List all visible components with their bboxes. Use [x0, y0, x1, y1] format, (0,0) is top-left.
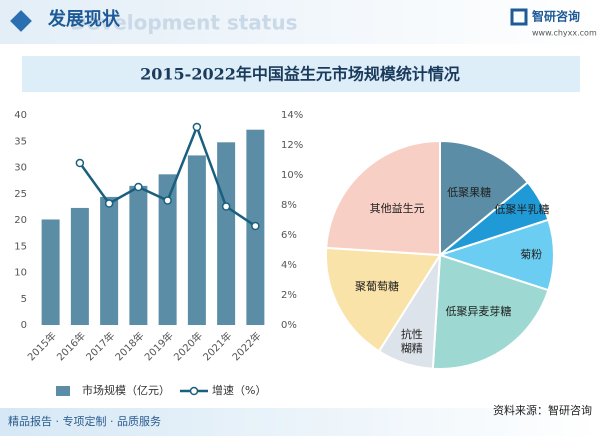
legend-label: 增速（%）: [212, 383, 266, 397]
pie-label: 低聚果糖: [447, 186, 492, 200]
pie-label: 低聚半乳糖: [494, 202, 550, 216]
y2-tick-label: 6%: [281, 230, 297, 241]
bar: [217, 142, 236, 325]
pie-slice: [439, 139, 530, 258]
brand-url: www.chyxx.com: [532, 29, 597, 38]
chart-title: 2015-2022年中国益生元市场规模统计情况: [140, 65, 460, 84]
x-tick-label: 2021年: [200, 329, 234, 363]
y-tick-label: 5: [21, 294, 27, 305]
pie-label: 聚葡萄糖: [355, 280, 400, 294]
y-tick-label: 40: [14, 110, 27, 121]
pie-slice: [436, 218, 555, 292]
y-tick-label: 20: [14, 215, 27, 226]
line-marker: [192, 122, 202, 132]
y-tick-label: 35: [14, 136, 27, 147]
header-icon: [10, 10, 32, 32]
footer-source: 资料来源：智研咨询: [493, 403, 592, 417]
legend-swatch: [189, 386, 199, 396]
line-marker: [134, 182, 143, 192]
bar: [187, 155, 206, 325]
y2-tick-label: 0%: [281, 320, 297, 331]
brand-logo: [510, 8, 528, 26]
line-marker: [251, 221, 260, 231]
pie-slice: [325, 139, 441, 257]
legend-label: 市场规模（亿元）: [82, 383, 170, 397]
bar: [158, 174, 177, 325]
pie-label: 抗性糊精: [400, 327, 423, 355]
title-band: [22, 56, 580, 92]
line-marker: [104, 199, 114, 208]
x-tick-label: 2017年: [83, 329, 117, 363]
x-tick-label: 2020年: [171, 329, 205, 363]
y2-tick-label: 4%: [281, 260, 297, 271]
y-tick-label: 0: [21, 320, 27, 331]
line-marker: [221, 202, 231, 211]
x-tick-label: 2018年: [112, 329, 146, 363]
y-tick-label: 25: [14, 189, 27, 200]
y-tick-label: 10: [14, 268, 27, 279]
footer-bar: [0, 408, 600, 436]
bar: [100, 196, 119, 325]
y-tick-label: 30: [14, 163, 27, 174]
y2-tick-label: 10%: [281, 170, 303, 181]
x-tick-label: 2015年: [25, 329, 59, 363]
footer-left: 精品报告 · 专项定制 · 品质服务: [8, 414, 161, 428]
x-tick-label: 2016年: [54, 329, 88, 363]
bar: [41, 219, 60, 325]
header-bar: [0, 0, 600, 44]
y-tick-label: 15: [14, 241, 27, 252]
line-marker: [75, 158, 85, 168]
pie-slice: [431, 253, 550, 370]
header-subtitle: Development status: [70, 11, 298, 35]
y2-tick-label: 12%: [281, 140, 303, 151]
bar: [129, 185, 148, 325]
y2-tick-label: 14%: [281, 110, 303, 121]
line-marker: [163, 196, 172, 205]
brand: 智研咨询: [531, 9, 580, 24]
y2-tick-label: 8%: [281, 200, 297, 211]
bar: [70, 207, 89, 325]
header-title: 发展现状: [47, 8, 121, 30]
pie-label: 其他益生元: [369, 202, 425, 216]
y2-tick-label: 2%: [281, 290, 297, 301]
pie-slice: [325, 246, 442, 353]
x-tick-label: 2022年: [229, 329, 263, 363]
pie-label: 低聚异麦芽糖: [445, 304, 512, 318]
legend-swatch: [56, 386, 70, 396]
x-tick-label: 2019年: [142, 329, 176, 363]
pie-label: 菊粉: [520, 248, 543, 261]
